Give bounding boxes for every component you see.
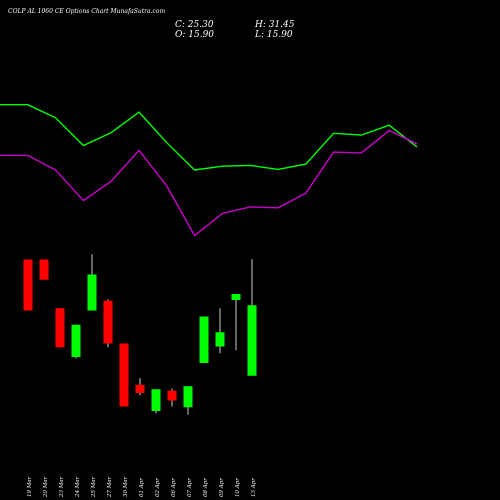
high-value: H: 31.45: [255, 20, 295, 30]
x-tick-label: 27 Mar: [107, 476, 113, 498]
x-tick-label: 20 Mar: [43, 476, 49, 498]
candle-up: [151, 389, 161, 411]
x-tick-label: 02 Apr: [155, 478, 161, 497]
low-value: L: 15.90: [255, 30, 293, 40]
x-tick-label: 24 Mar: [75, 476, 81, 498]
candle-down: [119, 343, 129, 407]
candle-up: [247, 305, 257, 376]
candle-down: [135, 384, 145, 393]
candle-up: [87, 274, 97, 311]
x-tick-label: 23 Mar: [59, 476, 65, 498]
candle-up: [199, 316, 209, 363]
x-tick-label: 09 Apr: [219, 478, 225, 497]
candle-up: [231, 294, 241, 300]
x-tick-label: 25 Mar: [91, 476, 97, 498]
candle-down: [39, 259, 49, 280]
x-tick-label: 01 Apr: [139, 478, 145, 497]
candle-up: [71, 324, 81, 357]
upper-band-line: [0, 103, 418, 171]
candle-down: [23, 259, 33, 311]
x-tick-label: 30 Mar: [123, 476, 129, 497]
x-tick-label: 07 Apr: [187, 478, 193, 497]
close-value: C: 25.30: [175, 20, 214, 30]
x-tick-label: 13 Apr: [251, 478, 257, 497]
candle-down: [103, 300, 113, 344]
x-tick-label: 10 Apr: [235, 478, 241, 497]
x-tick-label: 19 Mar: [27, 476, 33, 497]
x-tick-label: 08 Apr: [203, 478, 209, 497]
chart-title: COLP AL 1060 CE Options Chart MunafaSutr…: [8, 8, 166, 15]
candle-down: [167, 390, 177, 401]
candle-down: [55, 308, 65, 348]
candle-up: [215, 332, 225, 347]
lower-band-line: [0, 129, 418, 237]
candle-up: [183, 386, 193, 408]
x-tick-label: 06 Apr: [171, 478, 177, 497]
open-value: O: 15.90: [175, 30, 215, 40]
